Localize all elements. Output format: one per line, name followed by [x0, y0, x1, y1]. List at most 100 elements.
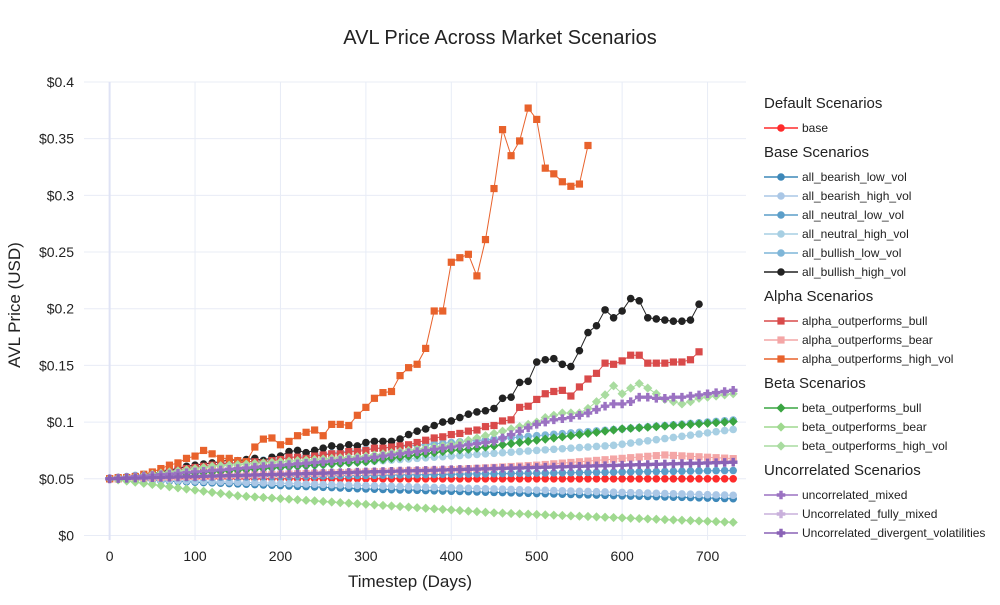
data-point: [515, 378, 524, 387]
legend-swatch-marker: [777, 210, 785, 219]
legend-item[interactable]: all_bullish_low_vol: [764, 243, 996, 262]
data-point: [506, 424, 516, 434]
data-point: [729, 491, 737, 500]
data-point: [344, 468, 354, 477]
x-tick-label: 100: [183, 548, 207, 564]
data-point: [276, 441, 285, 449]
data-point: [686, 490, 695, 499]
legend-item[interactable]: all_neutral_high_vol: [764, 224, 996, 243]
legend-item[interactable]: beta_outperforms_bear: [764, 417, 996, 436]
data-point: [540, 434, 550, 444]
data-point: [318, 457, 328, 467]
data-point: [490, 485, 498, 493]
data-point: [447, 258, 455, 266]
legend-item[interactable]: base: [764, 118, 996, 137]
data-point: [651, 422, 661, 432]
data-point: [412, 503, 422, 513]
legend-swatch-marker: [776, 421, 786, 432]
data-point: [669, 392, 678, 402]
legend-item[interactable]: all_bullish_high_vol: [764, 262, 996, 281]
data-point: [592, 369, 601, 377]
data-point: [516, 137, 524, 145]
data-point: [617, 513, 627, 523]
data-point: [506, 439, 516, 449]
legend-item[interactable]: beta_outperforms_high_vol: [764, 436, 996, 455]
data-point: [669, 433, 678, 442]
data-point: [464, 484, 473, 493]
legend-swatch: [764, 123, 798, 132]
data-point: [643, 422, 653, 432]
data-point: [139, 473, 149, 483]
data-point: [404, 441, 413, 449]
data-point: [439, 307, 447, 315]
legend-item[interactable]: all_neutral_low_vol: [764, 205, 996, 224]
data-point: [601, 456, 609, 464]
data-point: [549, 510, 559, 520]
data-point: [481, 423, 490, 431]
data-point: [293, 479, 302, 488]
data-point: [216, 488, 226, 499]
legend-item[interactable]: alpha_outperforms_bear: [764, 330, 996, 349]
data-point: [216, 465, 225, 475]
data-point: [566, 408, 576, 418]
data-point: [592, 321, 601, 330]
data-point: [566, 462, 576, 471]
data-point: [506, 430, 516, 439]
legend-swatch: [764, 229, 798, 238]
data-point: [344, 455, 354, 465]
data-point: [156, 473, 166, 482]
data-point: [626, 468, 635, 476]
data-point: [669, 489, 678, 498]
data-point: [480, 507, 491, 517]
data-point: [481, 438, 490, 447]
data-point: [387, 443, 396, 451]
data-point: [284, 460, 294, 469]
legend-item[interactable]: Uncorrelated_divergent_volatilities: [764, 523, 996, 542]
data-point: [703, 474, 712, 483]
legend-item[interactable]: alpha_outperforms_bull: [764, 311, 996, 330]
data-point: [567, 474, 575, 483]
data-point: [422, 436, 430, 444]
data-point: [686, 316, 695, 324]
data-point: [592, 461, 601, 471]
data-point: [473, 450, 481, 459]
data-point: [259, 470, 268, 480]
legend-item[interactable]: Uncorrelated_fully_mixed: [764, 504, 996, 523]
data-point: [267, 470, 277, 479]
legend-item[interactable]: all_bearish_low_vol: [764, 167, 996, 186]
data-point: [720, 517, 730, 527]
data-point: [497, 426, 508, 436]
data-point: [728, 386, 738, 395]
data-point: [592, 405, 601, 414]
x-axis-label: Timestep (Days): [348, 572, 472, 591]
legend-item[interactable]: all_bearish_high_vol: [764, 186, 996, 205]
data-point: [635, 296, 644, 305]
data-point: [695, 348, 703, 356]
chart-legend: Default Scenarios base Base Scenarios all_b…: [764, 88, 996, 542]
data-point: [720, 458, 729, 467]
data-point: [686, 459, 695, 468]
data-point: [643, 383, 653, 393]
data-point: [541, 355, 550, 364]
data-point: [472, 464, 482, 474]
data-point: [190, 467, 200, 477]
data-point: [626, 488, 635, 497]
legend-item[interactable]: uncorrelated_mixed: [764, 485, 996, 504]
data-point: [686, 474, 695, 483]
data-point: [711, 517, 721, 527]
legend-swatch-marker: [777, 316, 785, 325]
data-point: [669, 474, 678, 483]
legend-item[interactable]: alpha_outperforms_high_vol: [764, 349, 996, 368]
legend-item[interactable]: beta_outperforms_bull: [764, 398, 996, 417]
data-point: [660, 393, 670, 403]
data-point: [703, 453, 712, 461]
data-point: [301, 495, 311, 505]
data-point: [378, 500, 388, 511]
data-point: [498, 448, 507, 457]
data-point: [728, 457, 738, 467]
data-point: [532, 435, 542, 445]
data-point: [250, 470, 260, 480]
data-point: [694, 419, 704, 429]
data-point: [225, 454, 233, 462]
